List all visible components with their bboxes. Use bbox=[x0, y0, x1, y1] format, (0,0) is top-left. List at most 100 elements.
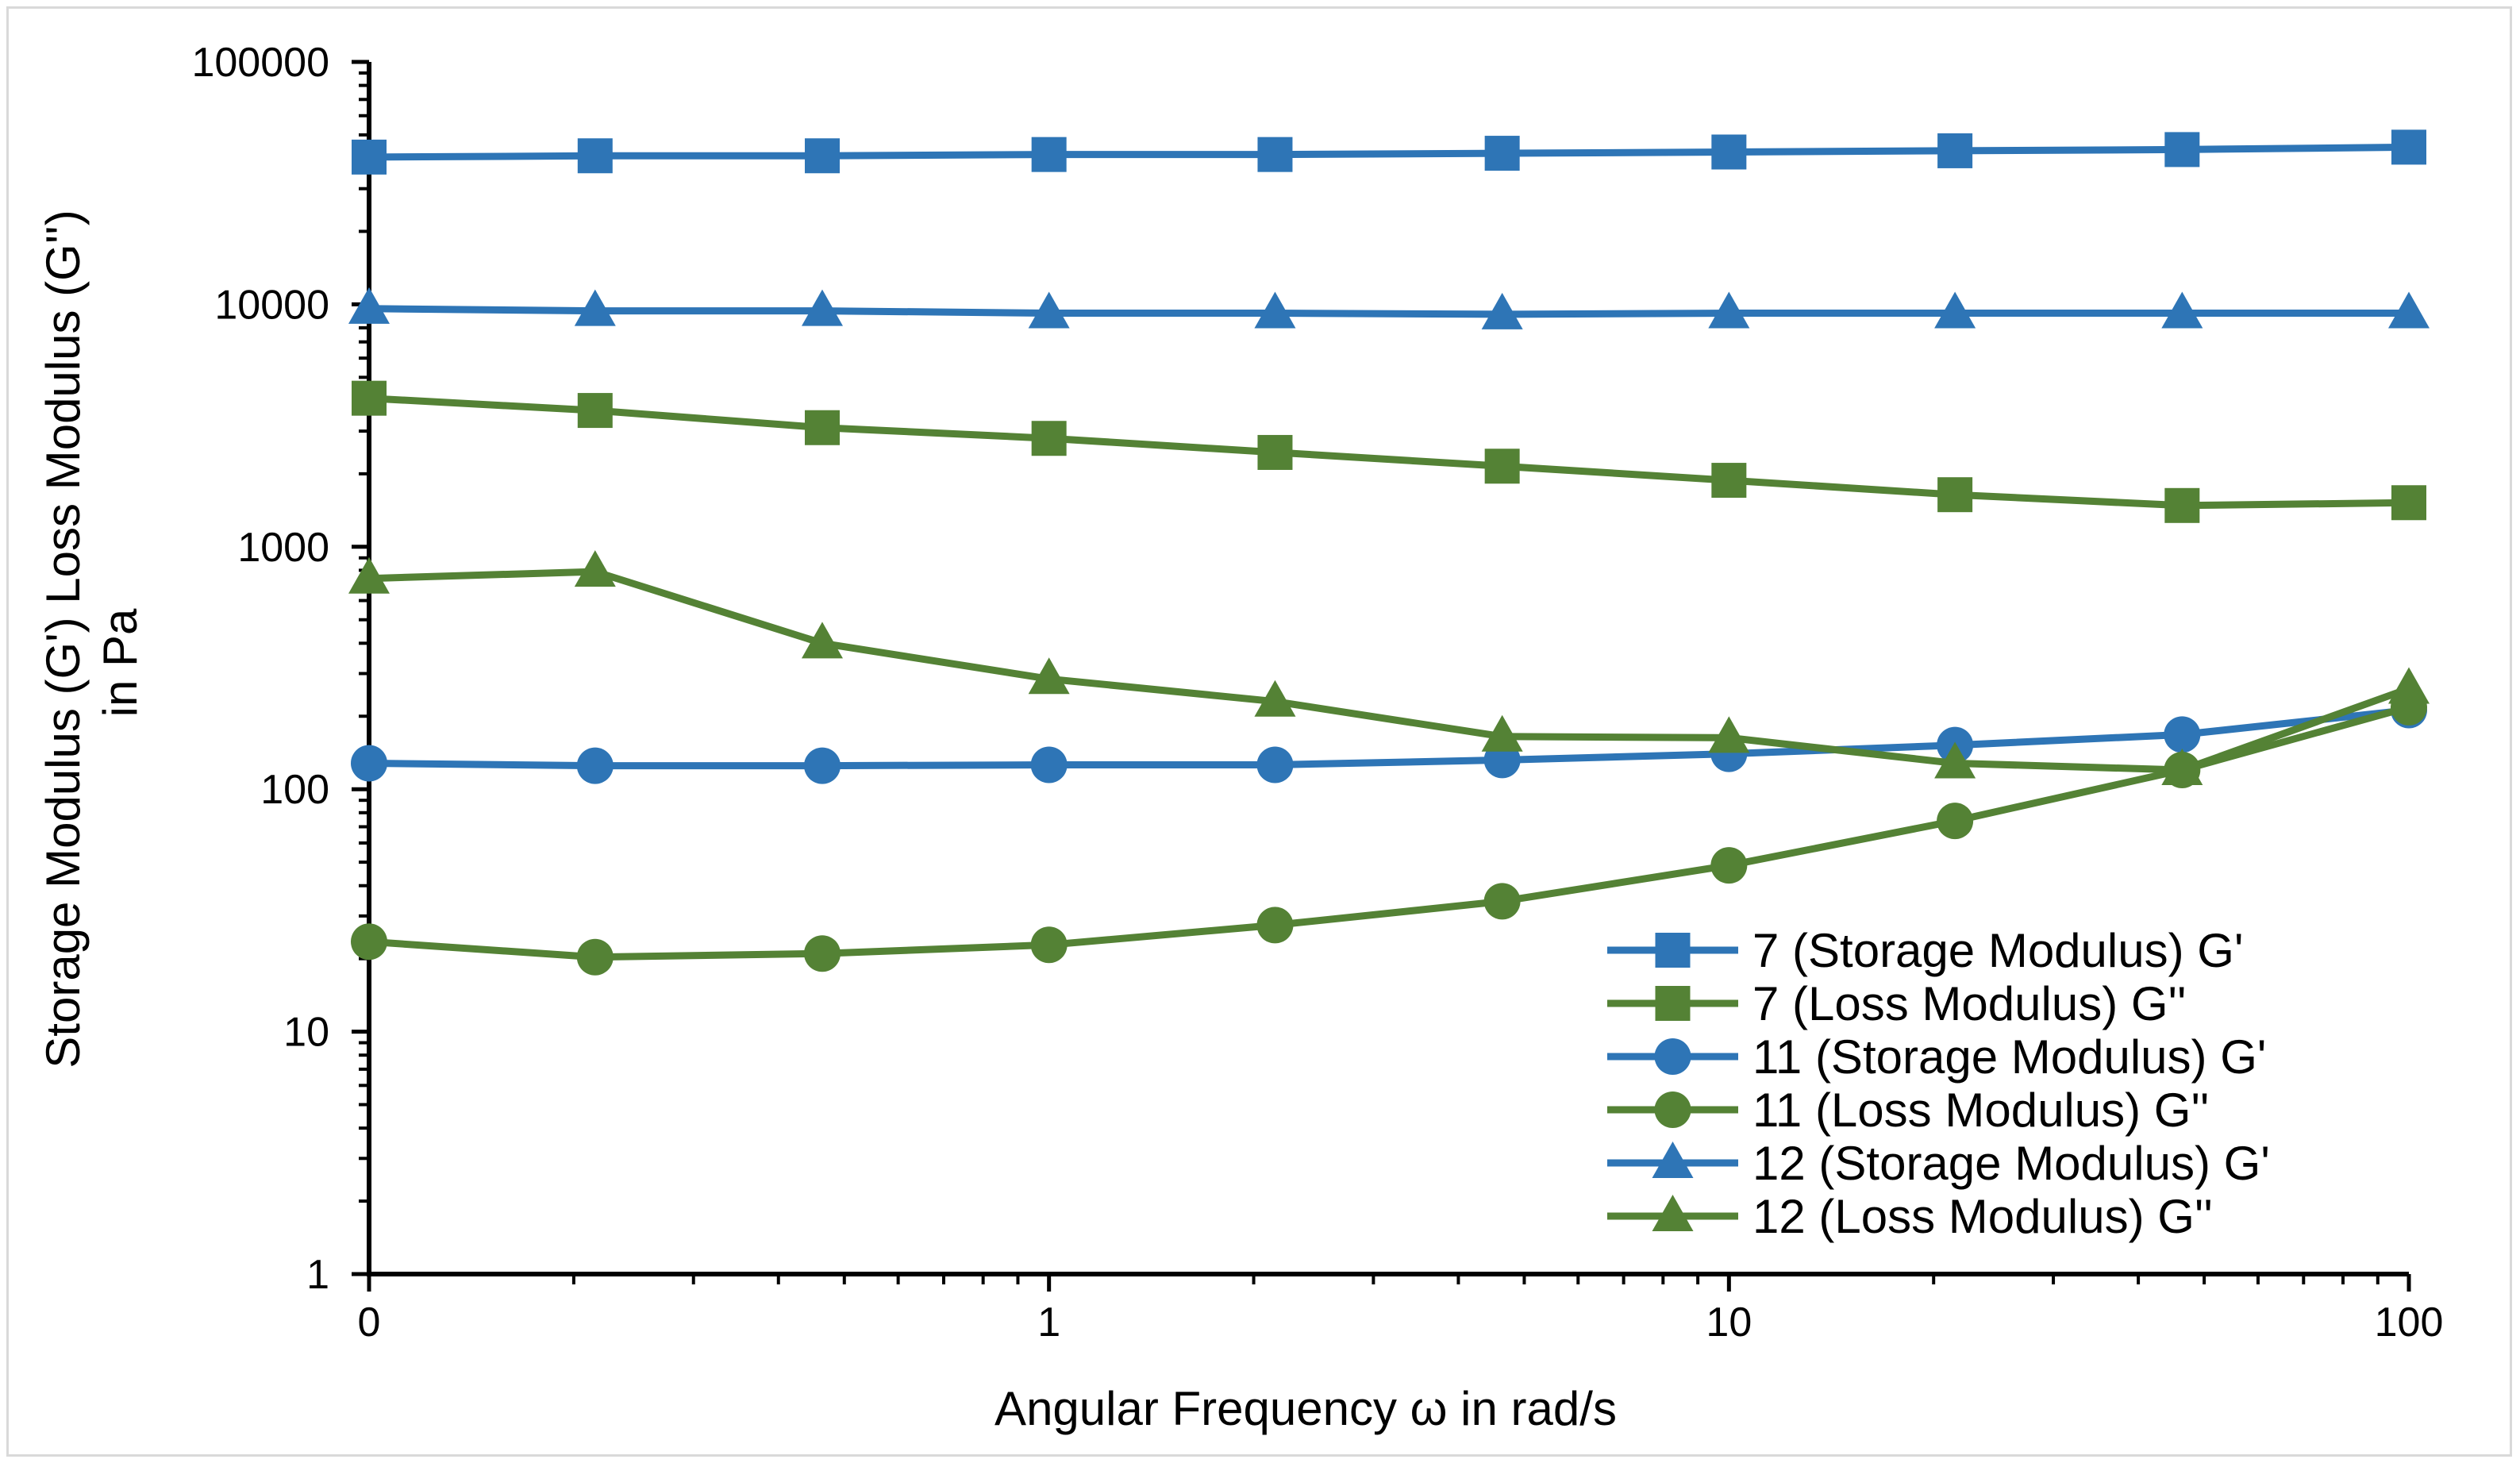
data-point bbox=[801, 289, 843, 326]
data-point bbox=[1257, 137, 1293, 172]
legend-marker bbox=[1654, 1038, 1691, 1075]
y-tick-label: 10 bbox=[283, 1010, 329, 1056]
legend: 7 (Storage Modulus) G'7 (Loss Modulus) G… bbox=[1607, 924, 2270, 1243]
data-point bbox=[1483, 883, 1521, 920]
data-point bbox=[1934, 741, 1976, 779]
legend-entry: 12 (Loss Modulus) G'' bbox=[1607, 1190, 2213, 1243]
data-point bbox=[574, 289, 616, 326]
data-point bbox=[352, 139, 387, 175]
x-tick-label: 10 bbox=[1706, 1299, 1752, 1346]
legend-label: 11 (Loss Modulus) G'' bbox=[1752, 1084, 2209, 1137]
data-point bbox=[801, 622, 843, 659]
series-line bbox=[368, 706, 2410, 770]
x-axis-title: Angular Frequency ω in rad/s bbox=[995, 1382, 1617, 1435]
legend-label: 12 (Loss Modulus) G'' bbox=[1752, 1190, 2213, 1243]
data-point bbox=[348, 556, 390, 594]
data-point bbox=[1254, 680, 1296, 717]
legend-entry: 12 (Storage Modulus) G' bbox=[1607, 1137, 2270, 1190]
y-tick-label: 100 bbox=[260, 767, 329, 813]
data-point bbox=[1708, 716, 1750, 753]
y-tick-label: 100000 bbox=[191, 40, 329, 86]
legend-entry: 7 (Loss Modulus) G'' bbox=[1607, 977, 2186, 1030]
data-point bbox=[576, 938, 614, 976]
data-point bbox=[1481, 292, 1523, 329]
data-point bbox=[352, 380, 387, 416]
data-point bbox=[2164, 487, 2200, 523]
data-point bbox=[1028, 657, 1070, 695]
legend-marker bbox=[1652, 1142, 1694, 1178]
data-point bbox=[2164, 716, 2201, 753]
series-line bbox=[368, 143, 2410, 161]
data-point bbox=[351, 923, 387, 961]
series-line bbox=[368, 395, 2410, 510]
data-point bbox=[1257, 434, 1293, 470]
y-tick-label: 1000 bbox=[237, 525, 329, 571]
chart-frame bbox=[6, 6, 2512, 1457]
data-point bbox=[1030, 746, 1068, 783]
legend-entry: 7 (Storage Modulus) G' bbox=[1607, 924, 2243, 977]
data-point bbox=[1937, 477, 1973, 513]
data-point bbox=[1256, 746, 1294, 783]
legend-entry: 11 (Loss Modulus) G'' bbox=[1607, 1084, 2209, 1137]
x-tick-label: 1 bbox=[1037, 1299, 1060, 1346]
data-point bbox=[1484, 449, 1520, 484]
data-point bbox=[1937, 133, 1973, 168]
legend-marker bbox=[1655, 933, 1691, 968]
data-point bbox=[576, 747, 614, 784]
series-2 bbox=[352, 380, 2426, 523]
data-point bbox=[1030, 926, 1068, 964]
data-point bbox=[1256, 907, 1294, 944]
data-point bbox=[804, 410, 840, 445]
series-1 bbox=[352, 129, 2426, 175]
data-point bbox=[2391, 129, 2426, 165]
data-point bbox=[1937, 803, 1974, 840]
legend-label: 12 (Storage Modulus) G' bbox=[1752, 1137, 2270, 1190]
data-point bbox=[804, 138, 840, 174]
data-point bbox=[348, 287, 390, 324]
y-axis-unit: in Pa bbox=[94, 608, 147, 717]
y-axis-title: Storage Modulus (G') Loss Modulus (G'') bbox=[37, 210, 90, 1068]
data-point bbox=[803, 935, 841, 972]
legend-marker bbox=[1654, 1091, 1691, 1128]
data-point bbox=[1031, 137, 1067, 172]
data-point bbox=[1031, 421, 1067, 456]
data-point bbox=[2161, 291, 2203, 329]
data-point bbox=[2388, 291, 2430, 329]
data-point bbox=[2391, 485, 2426, 521]
series-6 bbox=[348, 550, 2430, 786]
x-tick-label: 100 bbox=[2375, 1299, 2444, 1346]
data-point bbox=[1711, 463, 1747, 499]
data-point bbox=[2388, 667, 2430, 704]
legend-marker bbox=[1655, 986, 1691, 1021]
data-point bbox=[2161, 749, 2203, 786]
legend-label: 7 (Loss Modulus) G'' bbox=[1752, 977, 2186, 1030]
data-point bbox=[1028, 291, 1070, 329]
legend-marker bbox=[1652, 1195, 1694, 1231]
data-point bbox=[351, 745, 387, 782]
data-point bbox=[577, 138, 613, 174]
series-layer bbox=[348, 129, 2430, 976]
data-point bbox=[577, 393, 613, 429]
series-line bbox=[368, 568, 2410, 774]
legend-entry: 11 (Storage Modulus) G' bbox=[1607, 1030, 2266, 1084]
data-point bbox=[1710, 847, 1748, 884]
y-tick-label: 1 bbox=[306, 1252, 329, 1298]
series-line bbox=[368, 703, 2410, 961]
data-point bbox=[1254, 291, 1296, 329]
y-tick-label: 10000 bbox=[214, 282, 329, 328]
x-tick-label: 0 bbox=[358, 1299, 381, 1346]
data-point bbox=[1708, 291, 1750, 329]
data-point bbox=[1484, 136, 1520, 171]
series-line bbox=[368, 305, 2409, 318]
legend-label: 11 (Storage Modulus) G' bbox=[1752, 1030, 2266, 1084]
data-point bbox=[1481, 714, 1523, 752]
data-point bbox=[2164, 132, 2200, 167]
series-5 bbox=[348, 287, 2430, 329]
data-point bbox=[1934, 291, 1976, 329]
legend-label: 7 (Storage Modulus) G' bbox=[1752, 924, 2243, 977]
data-point bbox=[1711, 134, 1747, 170]
data-point bbox=[574, 550, 616, 587]
data-point bbox=[803, 747, 841, 784]
